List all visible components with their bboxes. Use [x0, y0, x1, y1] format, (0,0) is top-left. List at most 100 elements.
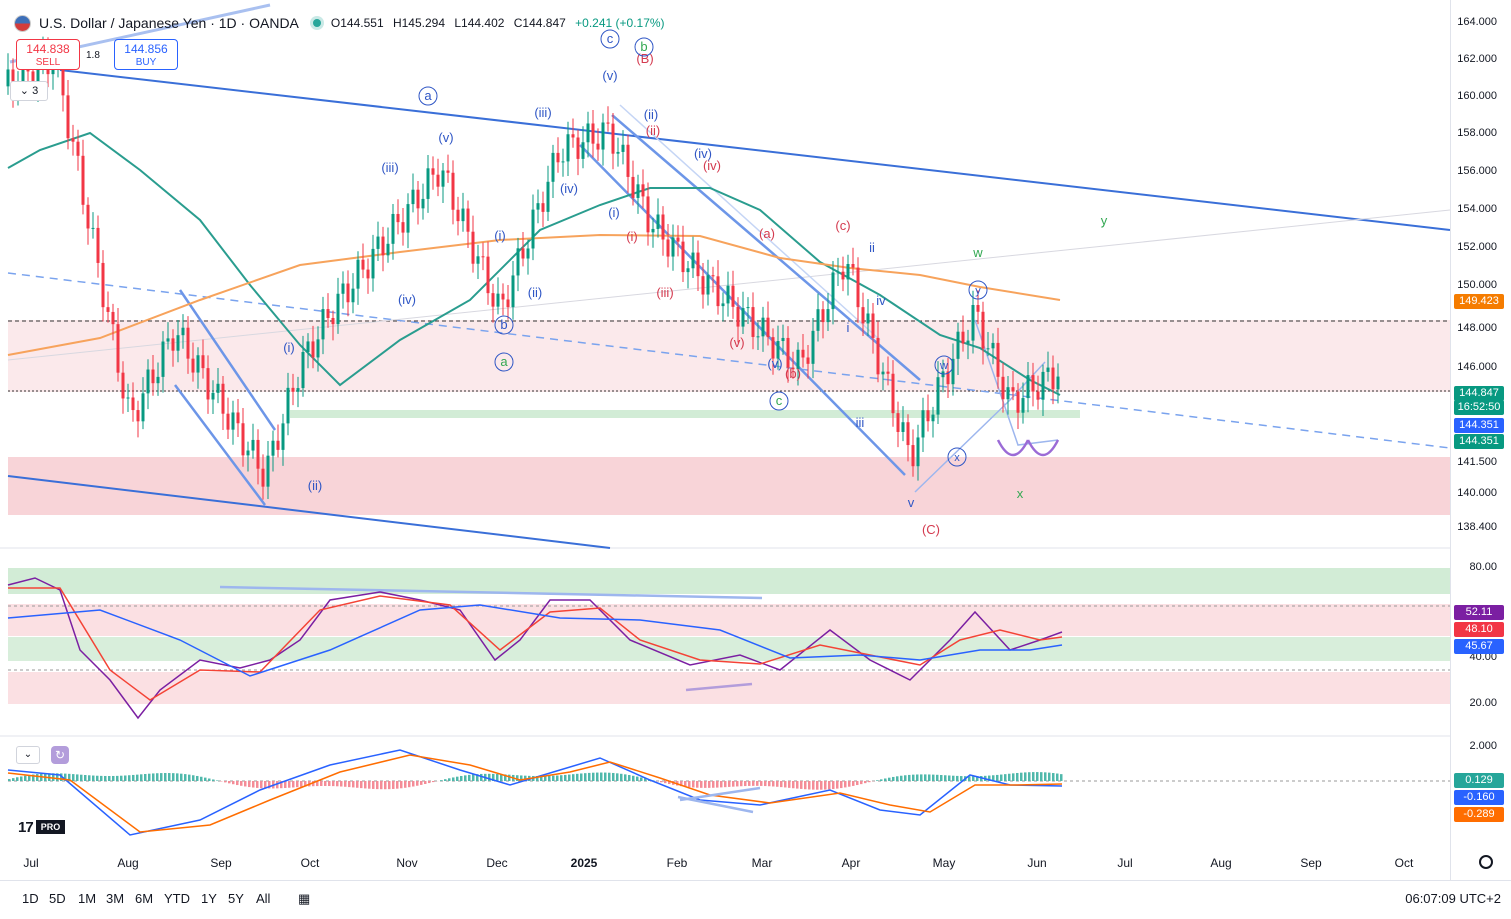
price-axis-label: 148.000 [1457, 322, 1497, 334]
wave-label-green: b [640, 39, 647, 54]
candle-body [132, 398, 135, 411]
wave-label-blue: a [424, 88, 432, 103]
candle-body [567, 134, 570, 161]
candle-body [352, 289, 355, 303]
macd-histogram-bar [1052, 773, 1055, 781]
candle-body [447, 171, 450, 173]
timeframe-button-5y[interactable]: 5Y [228, 891, 244, 906]
candle-body [482, 256, 485, 257]
timeframe-button-3m[interactable]: 3M [106, 891, 124, 906]
macd-histogram-bar [112, 776, 115, 781]
macd-histogram-bar [628, 775, 631, 781]
macd-histogram-bar [208, 779, 211, 781]
candle-body [427, 168, 430, 199]
time-axis-label: Sep [210, 856, 231, 870]
candle-body [82, 156, 85, 205]
candle-body [227, 414, 230, 430]
timeframe-button-5d[interactable]: 5D [49, 891, 66, 906]
candle-body [267, 456, 270, 487]
macd-histogram-bar [372, 781, 375, 789]
candle-body [672, 238, 675, 257]
time-axis-label: 2025 [571, 856, 598, 870]
price-axis-label: 156.000 [1457, 165, 1497, 177]
candle-body [992, 343, 995, 348]
candle-body [462, 209, 465, 222]
macd-histogram-bar [880, 779, 883, 781]
settings-gear-icon[interactable] [1479, 855, 1493, 869]
macd-histogram-bar [744, 781, 747, 786]
macd-histogram-bar [664, 781, 667, 783]
macd-histogram-bar [1024, 772, 1027, 781]
macd-histogram-bar [348, 781, 351, 787]
candle-body [112, 312, 115, 324]
macd-histogram-bar [320, 781, 323, 786]
macd-histogram-bar [1040, 772, 1043, 781]
candle-body [907, 422, 910, 445]
macd-histogram-bar [136, 775, 139, 781]
clock[interactable]: 06:07:09 UTC+2 [1405, 891, 1501, 906]
macd-histogram-bar [120, 776, 123, 781]
macd-histogram-bar [760, 781, 763, 786]
symbol-title[interactable]: U.S. Dollar / Japanese Yen · 1D · OANDA [39, 15, 299, 31]
refresh-icon[interactable]: ↻ [51, 746, 69, 764]
candle-body [232, 412, 235, 429]
macd-histogram-bar [496, 774, 499, 781]
macd-collapse-button[interactable]: ⌄ [16, 746, 40, 764]
candle-body [287, 388, 290, 424]
timeframe-button-1y[interactable]: 1Y [201, 891, 217, 906]
candle-body [162, 342, 165, 377]
candle-body [732, 286, 735, 307]
buy-button[interactable]: 144.856 BUY [114, 39, 178, 70]
timeframe-button-1d[interactable]: 1D [22, 891, 39, 906]
wave-label-blue: (iii) [534, 105, 551, 120]
candle-body [697, 253, 700, 277]
wave-label-blue: iii [856, 415, 865, 430]
candle-body [1042, 372, 1045, 400]
timeframe-button-6m[interactable]: 6M [135, 891, 153, 906]
candle-body [667, 239, 670, 256]
macd-histogram-bar [972, 776, 975, 781]
indicator-axis-label: 2.000 [1469, 740, 1497, 752]
macd-histogram-bar [692, 781, 695, 787]
timeframe-button-ytd[interactable]: YTD [164, 891, 190, 906]
macd-histogram-bar [820, 781, 823, 790]
sell-button[interactable]: 144.838 SELL [16, 39, 80, 70]
macd-histogram-bar [1048, 773, 1051, 781]
wave-label-green: x [1017, 486, 1024, 501]
buy-price: 144.856 [115, 42, 177, 56]
price-axis-label: 146.000 [1457, 361, 1497, 373]
macd-histogram-bar [292, 781, 295, 787]
macd-histogram-bar [772, 781, 775, 786]
candle-body [77, 142, 80, 156]
macd-histogram-bar [1032, 772, 1035, 781]
candle-body [1057, 377, 1060, 390]
candle-body [1052, 368, 1055, 390]
candle-body [657, 214, 660, 228]
macd-histogram-bar [404, 781, 407, 788]
timeframe-button-all[interactable]: All [256, 891, 270, 906]
candle-body [362, 260, 365, 270]
macd-histogram-bar [740, 781, 743, 786]
indicators-collapse-button[interactable]: ⌄ 3 [10, 81, 48, 101]
tradingview-logo: 17 PRO [18, 819, 65, 835]
candle-body [602, 122, 605, 149]
macd-histogram-bar [344, 781, 347, 787]
macd-histogram-bar [128, 775, 131, 781]
macd-histogram-bar [572, 774, 575, 781]
candle-body [997, 343, 1000, 377]
candle-body [72, 138, 75, 141]
macd-histogram-bar [552, 776, 555, 781]
timeframe-button-1m[interactable]: 1M [78, 891, 96, 906]
wave-label-wxy: x [954, 452, 960, 464]
candle-body [357, 260, 360, 289]
macd-histogram-bar [376, 781, 379, 789]
date-range-calendar-icon[interactable]: ▦ [298, 891, 310, 907]
macd-histogram-bar [696, 781, 699, 788]
macd-histogram-bar [844, 781, 847, 787]
candle-body [187, 328, 190, 359]
wave-label-wxy: y [975, 285, 981, 297]
macd-histogram-bar [388, 781, 391, 789]
macd-histogram-bar [848, 781, 851, 787]
macd-histogram-bar [952, 776, 955, 781]
